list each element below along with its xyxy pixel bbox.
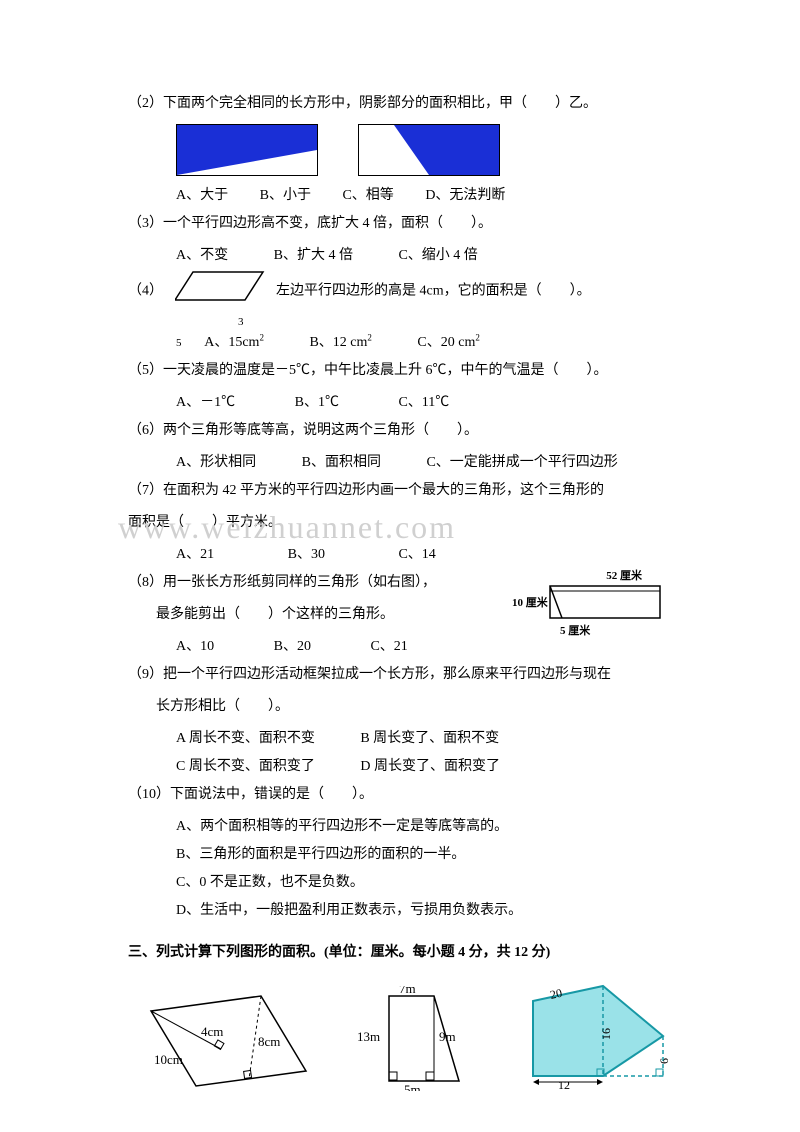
q5-opt-c: C、11℃	[398, 395, 449, 410]
q8-lbl-w: 52 厘米	[512, 569, 672, 584]
q10-opt-b: B、三角形的面积是平行四边形的面积的一半。	[128, 841, 672, 869]
q7-options: A、21 B、30 C、14	[128, 541, 672, 569]
shape2-top: 7m	[399, 986, 416, 996]
q4-parallelogram	[175, 270, 265, 313]
shape3-kite: 20 16 6 12	[513, 981, 672, 1091]
q10-opt-a: A、两个面积相等的平行四边形不一定是等底等高的。	[128, 813, 672, 841]
q4-prefix: （4）	[128, 284, 163, 299]
q4-opt-b: B、12 cm2	[309, 335, 371, 350]
q9-opt-c: C 周长不变、面积变了	[176, 759, 315, 774]
q7-opt-a: A、21	[176, 547, 214, 562]
q4-options: 5 A、15cm2 B、12 cm2 C、20 cm2	[128, 328, 672, 357]
q8-figure: 52 厘米 10 厘米 5 厘米	[512, 569, 672, 640]
q7-opt-c: C、14	[398, 547, 435, 562]
question-3: （3）一个平行四边形高不变，底扩大 4 倍，面积（ ）。	[128, 210, 672, 238]
shape2-left: 13m	[357, 1029, 380, 1044]
q2-figures	[128, 124, 672, 176]
q3-options: A、不变 B、扩大 4 倍 C、缩小 4 倍	[128, 242, 672, 270]
q8-opt-c: C、21	[370, 639, 407, 654]
q5-opt-a: A、－1℃	[176, 395, 235, 410]
shape2-bottom: 5m	[404, 1082, 421, 1091]
shape1-parallelogram: 4cm 10cm 8cm	[146, 991, 314, 1091]
q4-opt-a: A、15cm2	[204, 335, 264, 350]
q2-opt-d: D、无法判断	[425, 188, 505, 203]
q4-dim5: 5	[176, 337, 182, 349]
shape3-d: 12	[558, 1078, 570, 1091]
q7-opt-b: B、30	[288, 547, 325, 562]
section-3-title: 三、列式计算下列图形的面积。(单位：厘米。每小题 4 分，共 12 分)	[128, 939, 672, 967]
q8-lbl-h: 10 厘米	[512, 596, 548, 611]
shape1-c: 8cm	[258, 1034, 280, 1049]
section-3-shapes: 4cm 10cm 8cm 7m 13m 9m 5m 20 16 6 12	[128, 981, 672, 1091]
q8-rect-svg	[548, 584, 663, 624]
q2-opt-c: C、相等	[342, 188, 393, 203]
shape3-b: 16	[599, 1028, 613, 1040]
q2-opt-b: B、小于	[260, 188, 311, 203]
question-8-l1: （8）用一张长方形纸剪同样的三角形（如右图），	[128, 569, 512, 597]
q6-opt-c: C、一定能拼成一个平行四边形	[426, 455, 617, 470]
question-7-wrap: （7）在面积为 42 平方米的平行四边形内画一个最大的三角形，这个三角形的 面积…	[128, 477, 672, 537]
q6-opt-b: B、面积相同	[302, 455, 381, 470]
question-10: （10）下面说法中，错误的是（ ）。	[128, 781, 672, 809]
question-7-l2: 面积是（ ）平方米。	[128, 509, 672, 537]
shape2-trapezoid: 7m 13m 9m 5m	[354, 986, 473, 1091]
question-9-l2: 长方形相比（ ）。	[128, 693, 672, 721]
shape3-c: 6	[657, 1058, 671, 1064]
q8-lbl-b: 5 厘米	[512, 624, 672, 639]
q6-opt-a: A、形状相同	[176, 455, 256, 470]
q9-options-1: A 周长不变、面积不变 B 周长变了、面积不变	[128, 725, 672, 753]
q10-opt-d: D、生活中，一般把盈利用正数表示，亏损用负数表示。	[128, 897, 672, 925]
question-7-l1: （7）在面积为 42 平方米的平行四边形内画一个最大的三角形，这个三角形的	[128, 477, 672, 505]
q3-opt-a: A、不变	[176, 248, 228, 263]
q4-dims: 3	[128, 317, 672, 328]
question-9-l1: （9）把一个平行四边形活动框架拉成一个长方形，那么原来平行四边形与现在	[128, 661, 672, 689]
q8-opt-b: B、20	[274, 639, 311, 654]
q2-rect-right	[358, 124, 500, 176]
q2-options: A、大于 B、小于 C、相等 D、无法判断	[128, 182, 672, 210]
q6-options: A、形状相同 B、面积相同 C、一定能拼成一个平行四边形	[128, 449, 672, 477]
q9-opt-a: A 周长不变、面积不变	[176, 731, 315, 746]
q8-options: A、10 B、20 C、21	[128, 633, 512, 661]
q9-opt-b: B 周长变了、面积不变	[360, 731, 499, 746]
q10-opt-c: C、0 不是正数，也不是负数。	[128, 869, 672, 897]
q9-options-2: C 周长不变、面积变了 D 周长变了、面积变了	[128, 753, 672, 781]
shape1-a: 4cm	[201, 1024, 223, 1039]
q5-opt-b: B、1℃	[295, 395, 339, 410]
question-8-l2: 最多能剪出（ ）个这样的三角形。	[128, 601, 512, 629]
shape3-a: 20	[549, 985, 564, 1001]
question-6: （6）两个三角形等底等高，说明这两个三角形（ ）。	[128, 417, 672, 445]
shape2-right: 9m	[439, 1029, 456, 1044]
question-4: （4） 左边平行四边形的高是 4cm，它的面积是（ ）。	[128, 270, 672, 313]
question-5: （5）一天凌晨的温度是－5℃，中午比凌晨上升 6℃，中午的气温是（ ）。	[128, 357, 672, 385]
q4-suffix: 左边平行四边形的高是 4cm，它的面积是（ ）。	[276, 284, 591, 299]
q9-opt-d: D 周长变了、面积变了	[360, 759, 500, 774]
q8-opt-a: A、10	[176, 639, 214, 654]
question-2: （2）下面两个完全相同的长方形中，阴影部分的面积相比，甲（ ）乙。	[128, 90, 672, 118]
q2-opt-a: A、大于	[176, 188, 228, 203]
q2-rect-left	[176, 124, 318, 176]
q5-options: A、－1℃ B、1℃ C、11℃	[128, 389, 672, 417]
q4-opt-c: C、20 cm2	[417, 335, 479, 350]
question-8-row: （8）用一张长方形纸剪同样的三角形（如右图）， 最多能剪出（ ）个这样的三角形。…	[128, 569, 672, 661]
shape1-b: 10cm	[154, 1052, 183, 1067]
q3-opt-b: B、扩大 4 倍	[274, 248, 353, 263]
q3-opt-c: C、缩小 4 倍	[398, 248, 477, 263]
